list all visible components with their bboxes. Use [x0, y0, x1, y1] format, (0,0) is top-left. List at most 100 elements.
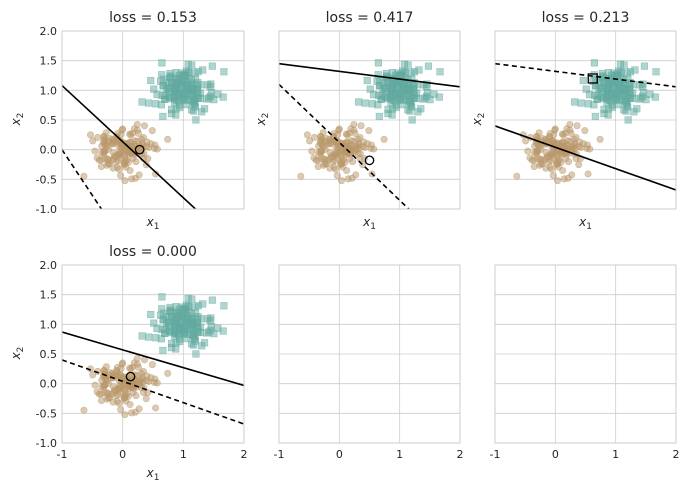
class-1-point [186, 90, 194, 98]
class-1-point [184, 60, 192, 68]
y-tick-label: 1.5 [40, 289, 58, 302]
class-0-point [308, 147, 316, 155]
class-0-point [530, 163, 538, 171]
class-0-point [148, 361, 156, 369]
class-1-point [191, 75, 200, 83]
class-0-point [80, 406, 88, 414]
class-0-point [103, 142, 111, 150]
class-1-point [207, 88, 216, 97]
class-0-point [152, 170, 160, 178]
class-1-point [612, 95, 621, 103]
class-1-point [361, 99, 369, 107]
x-tick-label: 0 [336, 448, 343, 461]
class-1-point [608, 101, 616, 109]
panel-4: -1 0 1 2 -1.0 -0.5 0.0 0.5 1.0 1.5 2.0 loss = 0.000… [9, 244, 248, 483]
class-1-point [196, 89, 205, 97]
class-0-point [142, 161, 150, 169]
y-tick-label: 0.0 [40, 378, 58, 391]
class-1-point [409, 82, 418, 90]
y-tick-label: 2.0 [40, 25, 58, 38]
solid-boundary-line [62, 331, 244, 387]
class-1-point [408, 116, 416, 124]
class-0-point [297, 172, 305, 180]
highlighted-point [125, 371, 136, 382]
class-1-point [590, 101, 598, 109]
class-1-point [629, 89, 637, 97]
class-0-point [121, 146, 129, 154]
class-0-point [130, 125, 138, 133]
class-0-point [117, 406, 125, 414]
class-0-point [542, 154, 550, 162]
y-tick-label: 1.0 [40, 318, 58, 331]
class-0-point [126, 167, 134, 175]
class-1-point [157, 101, 165, 109]
class-1-point [598, 69, 607, 78]
class-0-point [522, 137, 530, 145]
class-0-point [337, 153, 345, 161]
class-0-point [97, 397, 105, 405]
class-1-point [210, 96, 218, 104]
class-0-point [126, 364, 134, 372]
class-1-point [426, 96, 434, 104]
class-0-point [115, 150, 123, 158]
y-tick-label: 0.5 [40, 348, 58, 361]
class-1-point [604, 69, 613, 77]
solid-boundary-line [62, 84, 197, 209]
class-0-point [126, 130, 134, 138]
class-0-point [315, 149, 323, 157]
class-0-point [536, 142, 544, 150]
class-1-point [406, 107, 414, 115]
class-0-point [86, 131, 94, 139]
class-0-point [132, 158, 140, 166]
class-0-point [89, 137, 97, 145]
class-1-point [600, 105, 608, 113]
class-1-point [625, 82, 634, 90]
solid-boundary-line [495, 125, 676, 191]
y-axis-label: x2 [9, 113, 26, 127]
class-0-point [546, 130, 554, 138]
class-1-point [166, 69, 174, 78]
class-1-point [159, 112, 167, 121]
class-1-point [403, 90, 411, 98]
class-1-point [415, 66, 423, 74]
class-1-point [207, 322, 216, 331]
class-1-point [590, 91, 599, 99]
y-tick-label: 0.0 [40, 144, 58, 157]
class-0-point [596, 135, 604, 143]
class-0-point [333, 172, 341, 180]
class-0-point [100, 133, 108, 141]
class-1-point [159, 346, 167, 355]
class-1-point [158, 293, 166, 301]
class-0-point [109, 135, 117, 143]
class-0-point [524, 147, 532, 155]
class-1-point [619, 90, 627, 98]
panel-5: -1 0 1 2 [274, 264, 464, 461]
y-tick-label: 1.5 [40, 55, 58, 68]
class-1-point [138, 98, 146, 106]
class-1-point [397, 72, 405, 80]
x-axis-label: x1 [146, 466, 160, 483]
class-1-point [193, 82, 201, 90]
class-0-point [531, 149, 539, 157]
class-1-point [158, 91, 166, 99]
class-0-point [100, 367, 108, 375]
class-0-point [584, 170, 592, 178]
class-0-point [560, 175, 568, 183]
class-1-point [374, 101, 382, 109]
class-1-point [652, 68, 660, 76]
class-1-point [571, 98, 579, 106]
x-axis-label: x1 [362, 215, 376, 232]
class-0-point [558, 130, 566, 138]
class-1-point [200, 105, 209, 113]
class-1-point [138, 332, 146, 340]
highlighted-point [587, 73, 598, 84]
class-0-point [98, 149, 106, 157]
x-tick-label: 2 [457, 448, 464, 461]
class-1-point [181, 72, 189, 80]
class-1-point [214, 324, 222, 332]
class-1-point [172, 69, 180, 77]
plot-area [495, 59, 676, 191]
class-0-point [110, 388, 118, 396]
axes-frame [494, 264, 677, 444]
y-tick-label: -1.0 [36, 437, 57, 450]
